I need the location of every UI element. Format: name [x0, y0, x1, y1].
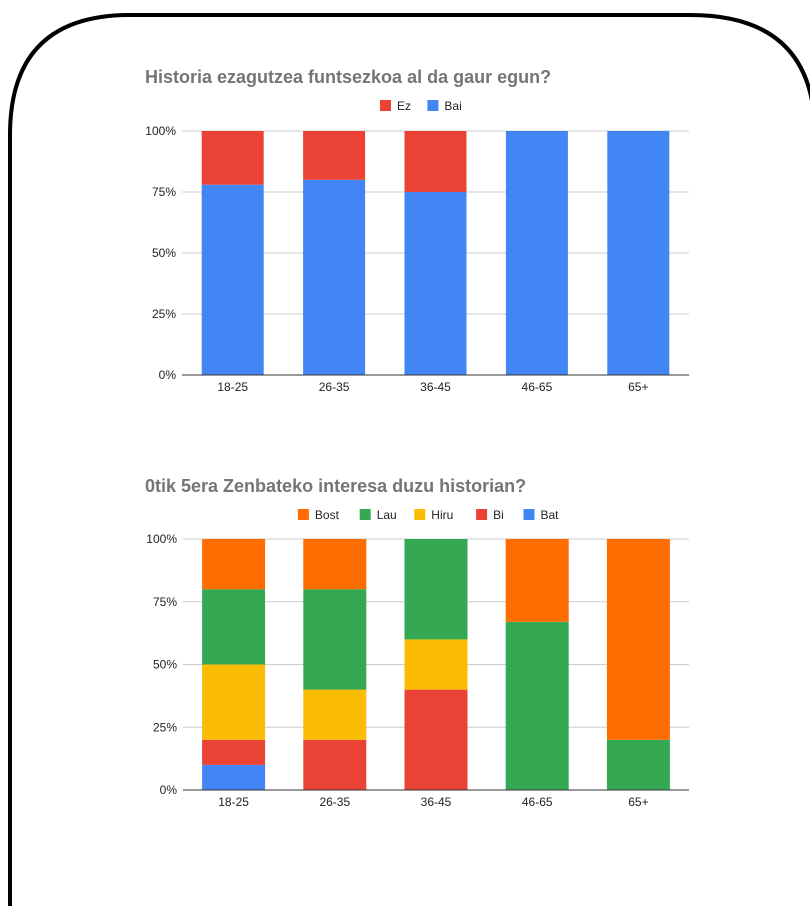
bar-ez-18-25 [201, 131, 264, 185]
legend-swatch-bat [523, 509, 535, 520]
y-tick-label: 50% [153, 658, 177, 672]
bar-lau-36-45 [404, 539, 468, 640]
bar-bai-36-45 [404, 192, 467, 375]
legend-swatch-bost [297, 509, 309, 520]
legend-label-lau: Lau [377, 508, 397, 522]
x-tick-label: 46-65 [522, 795, 553, 809]
x-tick-label: 46-65 [522, 380, 553, 394]
bar-bi-36-45 [404, 689, 468, 790]
bar-lau-46-65 [505, 621, 569, 790]
bar-ez-26-35 [303, 131, 366, 180]
y-tick-label: 25% [153, 720, 177, 734]
x-tick-label: 18-25 [218, 795, 249, 809]
bar-bost-26-35 [303, 539, 367, 590]
bar-hiru-18-25 [202, 664, 266, 740]
legend-swatch-bai [427, 100, 439, 111]
bar-hiru-36-45 [404, 639, 468, 690]
legend: Ez Bai [380, 99, 462, 113]
bar-bai-46-65 [505, 131, 568, 375]
bar-bost-18-25 [202, 539, 266, 590]
legend-swatch-bi [476, 509, 488, 520]
bar-lau-65 [606, 739, 670, 790]
chart-interesa-historian: 0tik 5era Zenbateko interesa duzu histor… [145, 476, 689, 809]
x-tick-label: 36-45 [421, 795, 452, 809]
legend-label-hiru: Hiru [431, 508, 453, 522]
x-tick-label: 26-35 [319, 795, 350, 809]
legend-label-bat: Bat [541, 508, 560, 522]
chart-title: Historia ezagutzea funtsezkoa al da gaur… [145, 67, 551, 87]
y-tick-label: 75% [152, 185, 176, 199]
bar-lau-26-35 [303, 589, 367, 690]
bar-bai-18-25 [201, 184, 264, 375]
bar-bi-26-35 [303, 739, 367, 790]
bar-bai-26-35 [303, 179, 366, 375]
y-tick-label: 50% [152, 246, 176, 260]
legend-swatch-lau [359, 509, 371, 520]
legend-label-bost: Bost [315, 508, 340, 522]
bar-lau-18-25 [202, 589, 266, 665]
bar-bost-65 [606, 539, 670, 740]
bar-ez-36-45 [404, 131, 467, 192]
x-tick-label: 18-25 [217, 380, 248, 394]
y-tick-label: 25% [152, 307, 176, 321]
chart-historia-ezagutzea: Historia ezagutzea funtsezkoa al da gaur… [145, 67, 689, 394]
legend-label-ez: Ez [397, 99, 411, 113]
y-tick-label: 100% [145, 124, 176, 138]
chart-title: 0tik 5era Zenbateko interesa duzu histor… [145, 476, 526, 496]
legend-swatch-hiru [414, 509, 426, 520]
x-tick-label: 36-45 [420, 380, 451, 394]
bar-hiru-26-35 [303, 689, 367, 740]
legend-swatch-ez [380, 100, 391, 111]
x-tick-label: 65+ [628, 795, 648, 809]
legend: Bost Lau Hiru Bi Bat [297, 508, 560, 522]
y-tick-label: 0% [160, 783, 178, 797]
y-tick-label: 100% [146, 532, 177, 546]
y-tick-label: 75% [153, 595, 177, 609]
y-tick-label: 0% [159, 368, 177, 382]
bar-bi-18-25 [202, 739, 266, 765]
x-tick-label: 26-35 [319, 380, 350, 394]
bar-bai-65 [607, 131, 670, 375]
legend-label-bai: Bai [444, 99, 461, 113]
bar-bost-46-65 [505, 539, 569, 622]
x-tick-label: 65+ [628, 380, 648, 394]
bar-bat-18-25 [202, 764, 266, 790]
legend-label-bi: Bi [493, 508, 504, 522]
